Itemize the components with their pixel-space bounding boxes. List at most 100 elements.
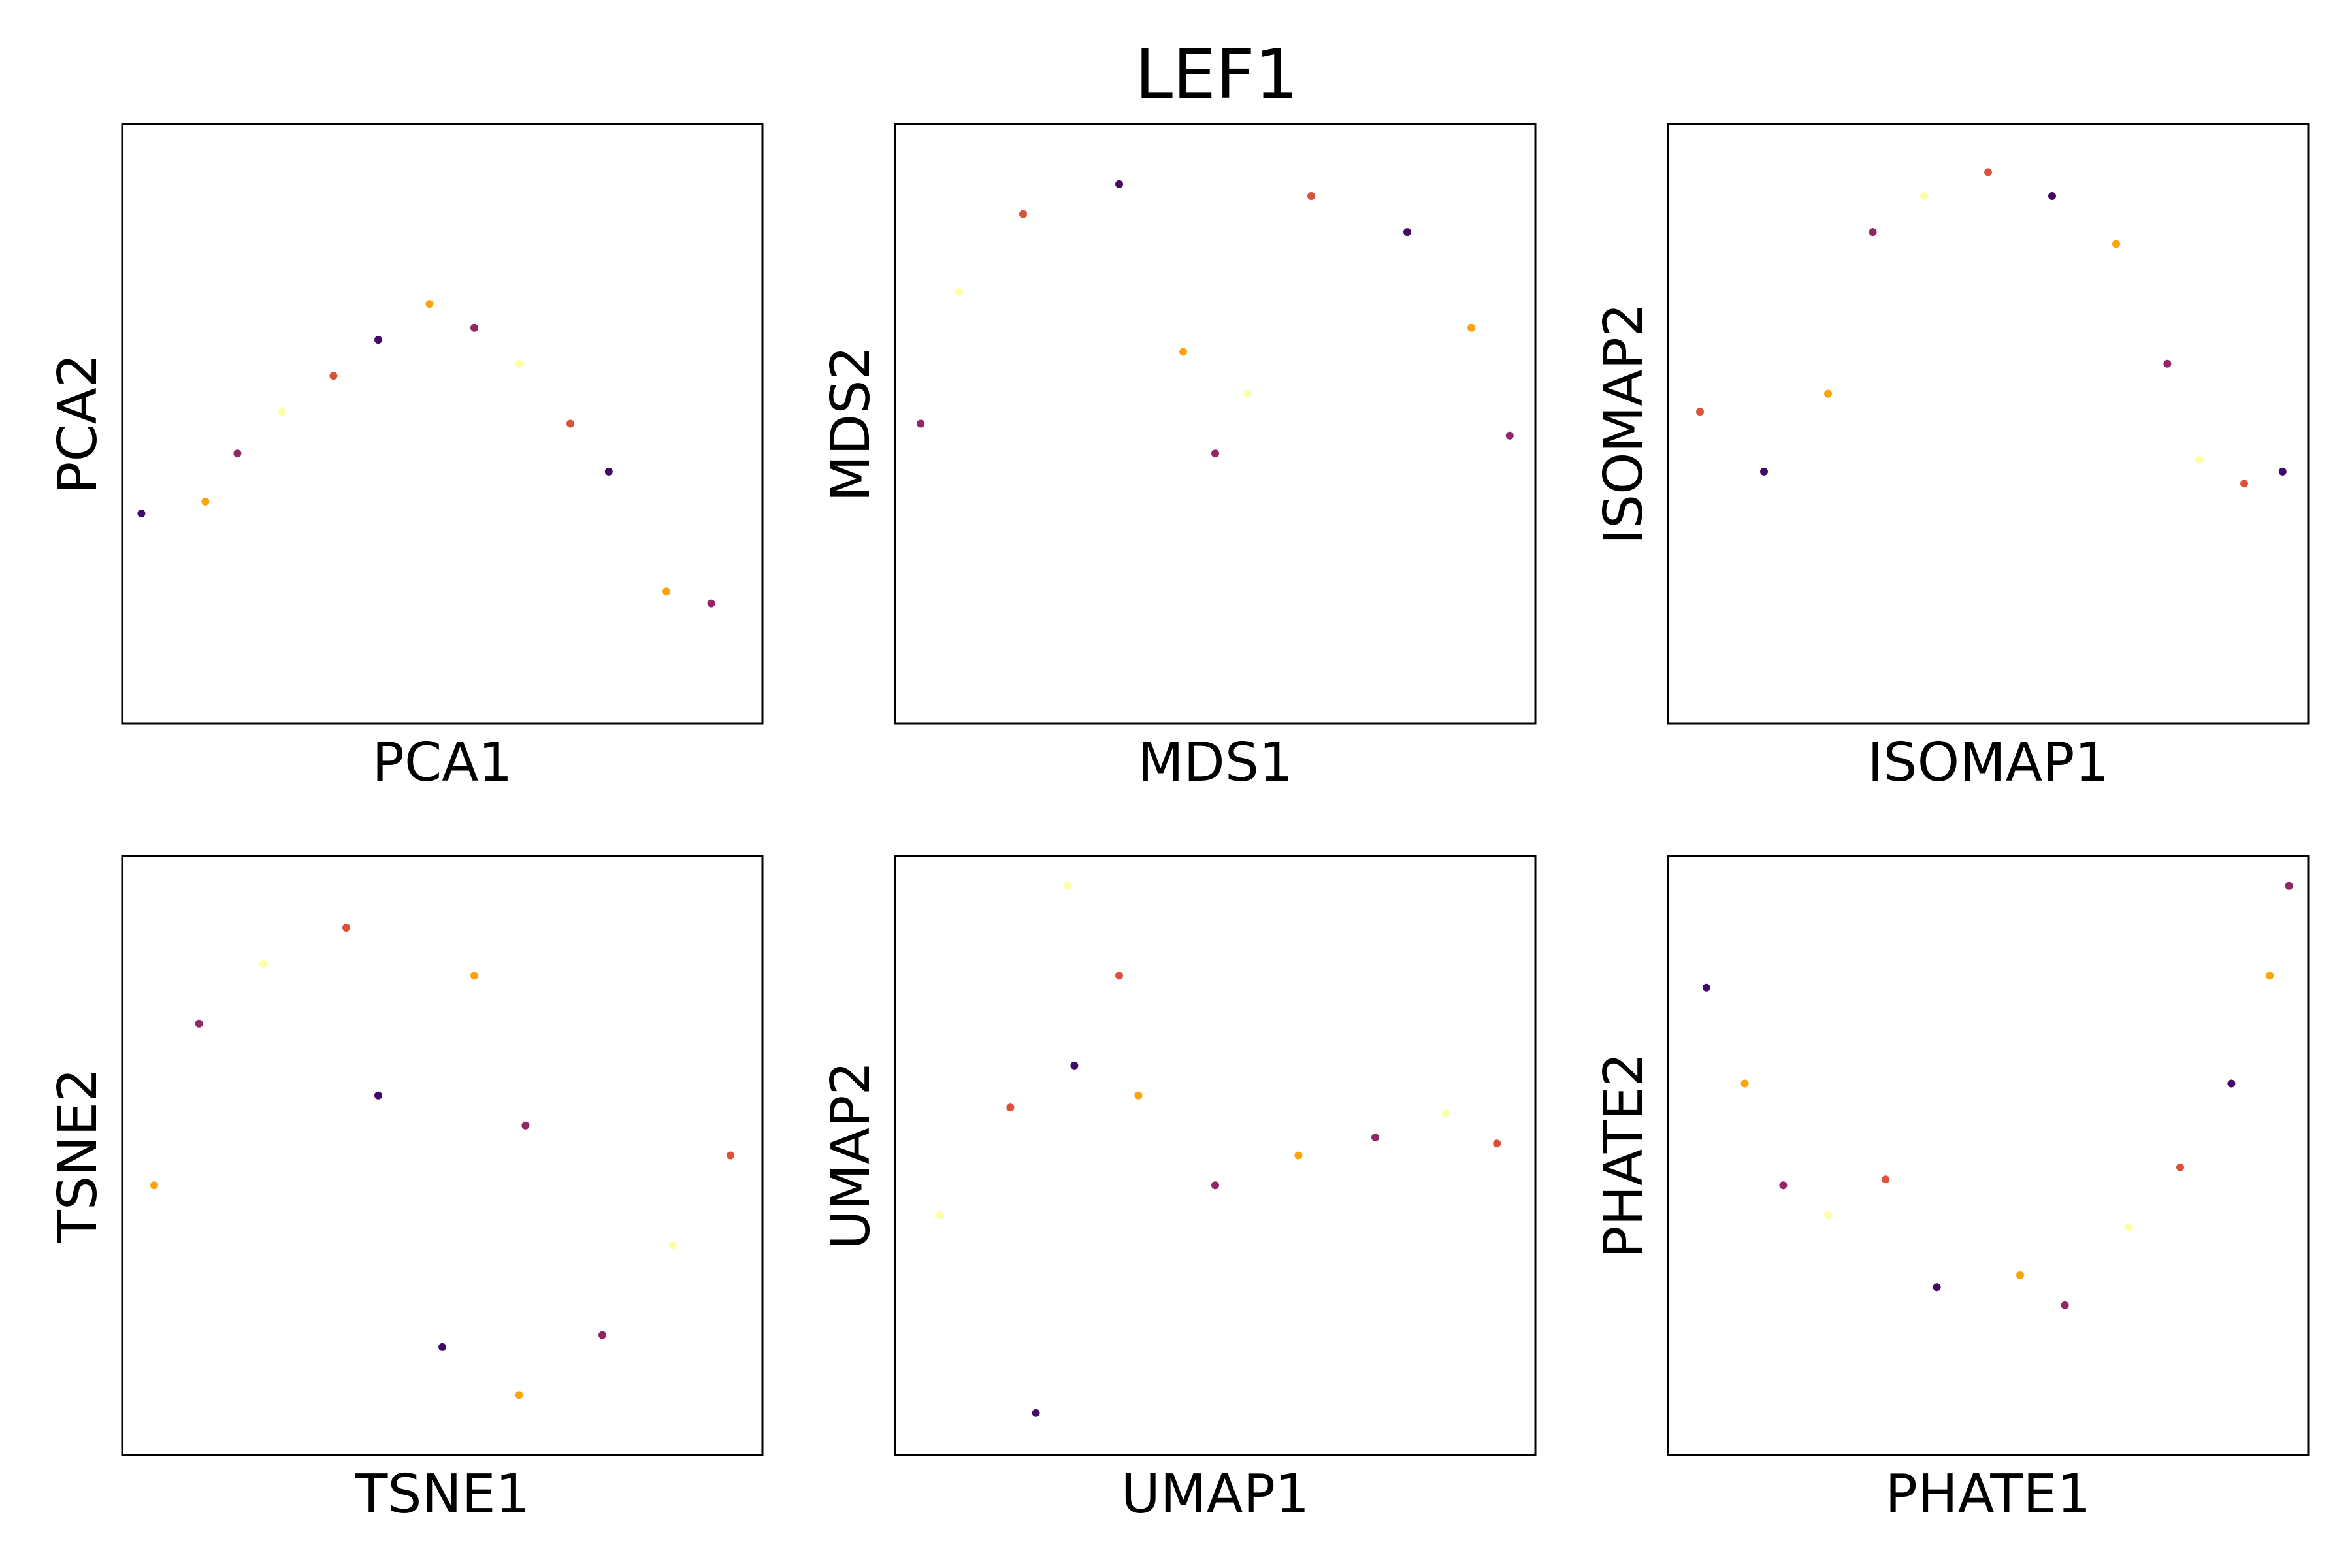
panels: PCA1 PCA2 MDS1 MDS2 ISOMAP1 ISOMAP2 TSNE1 TSNE2… (47, 123, 2310, 1526)
y-axis-label: UMAP2 (820, 1061, 882, 1249)
panel-isomap1: ISOMAP1 ISOMAP2 (1593, 123, 2310, 794)
x-axis-label: MDS1 (1137, 732, 1293, 794)
panel-phate1: PHATE1 PHATE2 (1593, 855, 2310, 1526)
scatter-point (1467, 323, 1475, 332)
scatter-point (1243, 389, 1251, 398)
scatter-point (1882, 1175, 1890, 1184)
y-axis-label: ISOMAP2 (1593, 303, 1655, 544)
scatter-point (1115, 972, 1123, 980)
scatter-point (137, 510, 146, 517)
scatter-point (1032, 1409, 1040, 1417)
scatter-point (1134, 1091, 1143, 1100)
axes-frame (894, 855, 1537, 1456)
scatter-point (1984, 168, 1992, 176)
scatter-point (598, 1331, 606, 1339)
scatter-point (2278, 467, 2287, 476)
scatter-point (727, 1151, 734, 1160)
scatter-point (1070, 1061, 1079, 1070)
scatter-point (2016, 1271, 2024, 1279)
scatter-point (1920, 192, 1928, 200)
scatter-point (1824, 1211, 1832, 1220)
scatter-point (515, 1391, 523, 1399)
scatter-point (1869, 228, 1877, 237)
scatter-point (662, 587, 670, 596)
scatter-point (917, 419, 925, 428)
scatter-points (936, 881, 1501, 1417)
scatter-point (259, 960, 267, 968)
scatter-point (374, 1091, 382, 1100)
scatter-point (1307, 192, 1315, 200)
axes-frame (894, 123, 1537, 725)
scatter-point (438, 1343, 446, 1351)
scatter-point (2227, 1079, 2236, 1088)
scatter-point (1441, 1109, 1450, 1118)
scatter-points (917, 180, 1514, 458)
scatter-point (470, 323, 478, 332)
axes-frame (1667, 123, 2310, 725)
scatter-point (936, 1211, 944, 1220)
scatter-point (2125, 1223, 2133, 1232)
x-axis-label: TSNE1 (354, 1463, 529, 1526)
panel-umap1: UMAP1 UMAP2 (820, 855, 1537, 1526)
axes-frame (121, 855, 764, 1456)
scatter-points (1696, 168, 2287, 488)
scatter-point (2195, 455, 2204, 464)
y-axis-label: TSNE2 (47, 1068, 109, 1243)
scatter-point (2176, 1163, 2184, 1171)
scatter-point (604, 467, 613, 476)
scatter-point (278, 408, 286, 416)
x-axis-label: UMAP1 (1121, 1463, 1309, 1526)
scatter-point (2285, 881, 2293, 890)
scatter-point (470, 972, 478, 980)
scatter-point (1211, 1181, 1219, 1190)
x-axis-label: ISOMAP1 (1867, 732, 2108, 794)
scatter-point (1019, 210, 1027, 218)
scatter-point (1115, 180, 1123, 188)
scatter-points (1702, 881, 2293, 1309)
scatter-point (1064, 881, 1072, 890)
y-axis-label: PHATE2 (1593, 1053, 1655, 1258)
scatter-points (137, 300, 715, 608)
scatter-point (1740, 1079, 1749, 1088)
scatter-point (2240, 480, 2248, 488)
scatter-point (1179, 348, 1187, 356)
axes-frame (1667, 855, 2310, 1456)
scatter-point (668, 1241, 677, 1249)
scatter-point (195, 1019, 203, 1028)
figure-title: LEF1 (1135, 35, 1298, 114)
scatter-point (566, 419, 574, 428)
axes-frame (121, 123, 764, 725)
panel-pca1: PCA1 PCA2 (47, 123, 764, 794)
panel-mds1: MDS1 MDS2 (820, 123, 1537, 794)
scatter-point (515, 359, 523, 368)
scatter-point (2061, 1301, 2069, 1309)
y-axis-label: MDS2 (820, 346, 882, 501)
scatter-point (1933, 1283, 1941, 1292)
scatter-point (1211, 449, 1219, 458)
scatter-point (1294, 1151, 1303, 1160)
scatter-point (2112, 240, 2120, 248)
scatter-point (1493, 1139, 1501, 1148)
x-axis-label: PCA1 (372, 732, 513, 794)
scatter-point (1779, 1181, 1788, 1190)
scatter-point (1696, 408, 1704, 416)
scatter-point (374, 336, 382, 344)
scatter-point (1505, 431, 1514, 440)
scatter-point (1702, 983, 1710, 992)
scatter-point (233, 449, 242, 458)
scatter-point (1824, 389, 1832, 398)
scatter-point (1371, 1134, 1379, 1141)
scatter-point (2266, 972, 2274, 980)
scatter-points (150, 924, 734, 1399)
scatter-point (1006, 1103, 1015, 1112)
x-axis-label: PHATE1 (1886, 1463, 2091, 1526)
scatter-point (955, 287, 963, 296)
scatter-point (521, 1121, 530, 1130)
scatter-point (425, 300, 434, 308)
scatter-point (2048, 192, 2056, 200)
panel-tsne1: TSNE1 TSNE2 (47, 855, 764, 1526)
scatter-point (707, 599, 715, 608)
scatter-point (150, 1181, 158, 1190)
